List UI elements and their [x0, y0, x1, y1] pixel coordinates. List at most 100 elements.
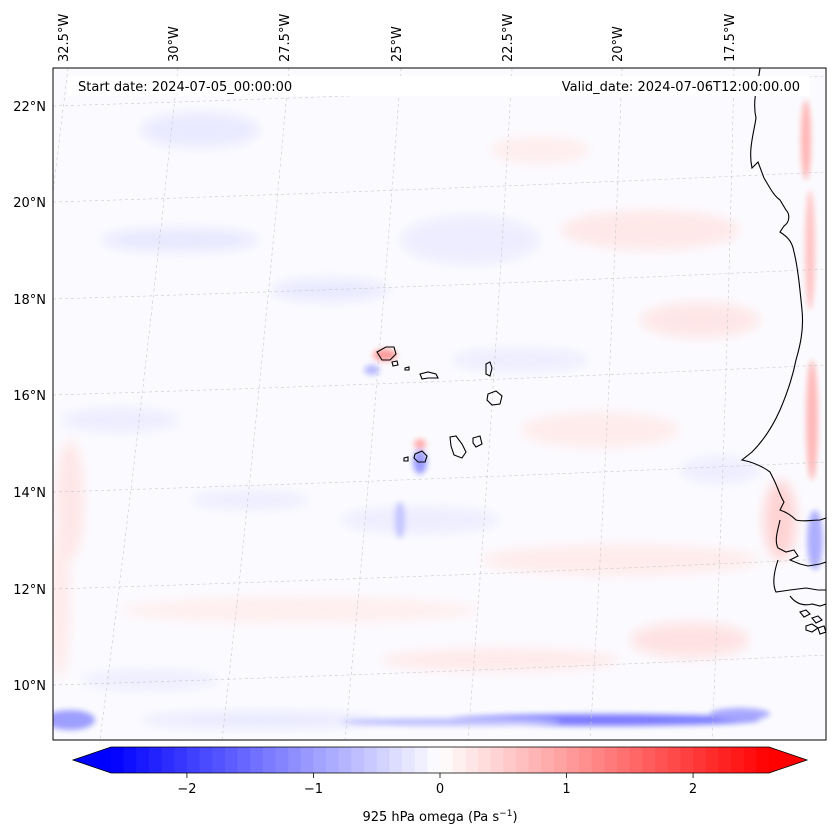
lon-label-20w: 20°W: [611, 26, 626, 62]
colorbar-cell: [642, 747, 656, 773]
omega-field: [53, 100, 823, 730]
colorbar-cell: [693, 747, 707, 773]
colorbar-cell: [364, 747, 378, 773]
santa-luzia-island: [404, 366, 410, 371]
sao-nicolau-island: [419, 371, 439, 380]
colorbar-label-exponent: −1: [499, 809, 512, 819]
lat-label-20n: 20°N: [13, 196, 46, 211]
colorbar-cell: [111, 747, 125, 773]
colorbar-cell: [275, 747, 289, 773]
colorbar-cell: [705, 747, 719, 773]
santo-antao-island: [376, 346, 397, 361]
boa-vista-island: [486, 390, 503, 406]
colorbar-cell: [756, 747, 770, 773]
colorbar-cell: [123, 747, 137, 773]
longitude-labels: 32.5°W 30°W 27.5°W 25°W 22.5°W 20°W 17.5…: [57, 14, 738, 62]
lat-label-22n: 22°N: [13, 100, 46, 115]
colorbar-max-extend: [769, 747, 807, 773]
colorbar-cell: [718, 747, 732, 773]
colorbar-cell: [300, 747, 314, 773]
colorbar-cell: [313, 747, 327, 773]
brava-island: [403, 456, 409, 462]
colorbar-cell: [338, 747, 352, 773]
sal-island: [485, 361, 493, 377]
colorbar-cell: [376, 747, 390, 773]
lat-label-10n: 10°N: [13, 679, 46, 694]
graticule: [53, 68, 826, 740]
map-frame: [52, 67, 827, 741]
lon-label-27-5w: 27.5°W: [278, 14, 293, 62]
meridian-line: [221, 68, 290, 740]
parallel-line: [53, 171, 826, 203]
santiago-island: [449, 435, 467, 459]
colorbar-cell: [199, 747, 213, 773]
colorbar-cell: [541, 747, 555, 773]
meridian-line: [344, 68, 402, 740]
header-strip: [68, 76, 810, 96]
meridian-line: [711, 68, 735, 740]
valid-date-label: Valid_date: 2024-07-06T12:00:00.00: [562, 80, 800, 95]
colorbar-cell: [553, 747, 567, 773]
colorbar-cell: [680, 747, 694, 773]
colorbar-tick-label: 2: [689, 782, 697, 797]
colorbar-cell: [629, 747, 643, 773]
colorbar-cell: [161, 747, 175, 773]
colorbar-cell: [515, 747, 529, 773]
latitude-labels: 22°N 20°N 18°N 16°N 14°N 12°N 10°N: [13, 100, 46, 694]
colorbar-cell: [503, 747, 517, 773]
lon-label-17-5w: 17.5°W: [723, 14, 738, 62]
colorbar-cell: [452, 747, 466, 773]
lon-label-32-5w: 32.5°W: [57, 14, 72, 62]
colorbar-cell: [288, 747, 302, 773]
meridian-line: [589, 68, 623, 740]
start-date-label: Start date: 2024-07-05_00:00:00: [78, 80, 292, 95]
parallel-line: [53, 654, 826, 686]
africa-coastline-south: [775, 519, 826, 567]
colorbar-ticks: −2 −1 0 1 2: [177, 773, 697, 797]
colorbar-cell: [250, 747, 264, 773]
colorbar-cell: [427, 747, 441, 773]
colorbar-cell: [528, 747, 542, 773]
colorbar-cell: [667, 747, 681, 773]
bijagos-islands: [799, 609, 826, 635]
colorbar-cell: [402, 747, 416, 773]
colorbar-cell: [743, 747, 757, 773]
colorbar: −2 −1 0 1 2 925 hPa omega (Pa s−1): [71, 746, 809, 825]
senegal-coast: [773, 559, 826, 593]
parallel-line: [53, 364, 826, 396]
colorbar-cells: [111, 747, 770, 773]
colorbar-tick-label: 0: [436, 782, 444, 797]
colorbar-cell: [136, 747, 150, 773]
colorbar-cell: [389, 747, 403, 773]
colorbar-label-close: ): [512, 810, 517, 825]
maio-island: [472, 435, 483, 448]
colorbar-outline: [71, 746, 809, 774]
colorbar-cell: [148, 747, 163, 773]
parallel-line: [53, 268, 826, 300]
coastlines: [376, 68, 826, 635]
meridian-line: [53, 68, 69, 195]
colorbar-cell: [440, 747, 454, 773]
parallel-line: [53, 461, 826, 493]
lon-label-25w: 25°W: [390, 26, 405, 62]
colorbar-cell: [351, 747, 365, 773]
colorbar-cell: [262, 747, 276, 773]
lat-label-16n: 16°N: [13, 389, 46, 404]
colorbar-min-extend: [73, 747, 111, 773]
colorbar-cell: [490, 747, 504, 773]
colorbar-cell: [186, 747, 200, 773]
colorbar-tick-label: 1: [562, 782, 570, 797]
colorbar-tick-label: −1: [304, 782, 323, 797]
colorbar-cell: [414, 747, 428, 773]
meridian-line: [467, 68, 513, 740]
map-area: Start date: 2024-07-05_00:00:00 Valid_da…: [52, 67, 827, 741]
colorbar-cell: [477, 747, 492, 773]
colorbar-cell: [604, 747, 618, 773]
colorbar-label-main: 925 hPa omega (Pa s: [362, 810, 499, 825]
lat-label-14n: 14°N: [13, 486, 46, 501]
guinea-bissau-coast: [789, 595, 826, 607]
colorbar-cell: [617, 747, 631, 773]
colorbar-cell: [566, 747, 580, 773]
sao-vicente-island: [391, 360, 399, 367]
